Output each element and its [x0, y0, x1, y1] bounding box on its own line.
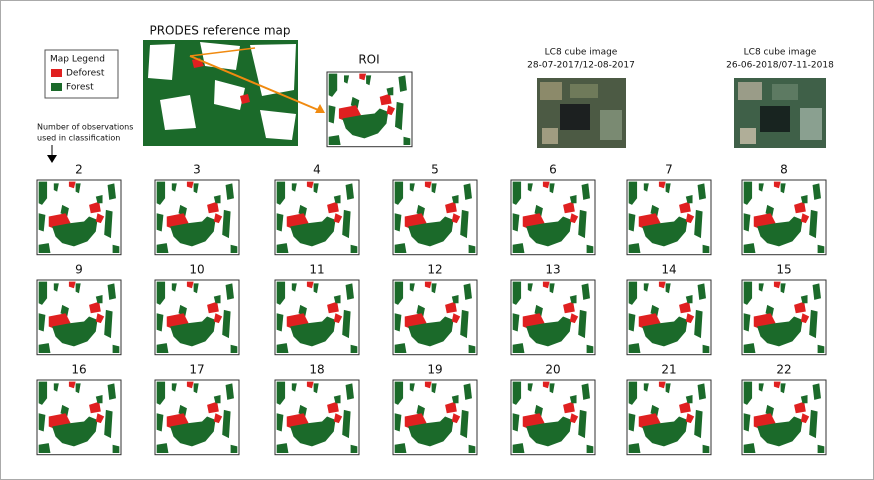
arrow-head — [315, 104, 325, 113]
grid-label: 19 — [427, 363, 442, 377]
classified-map — [741, 179, 827, 256]
grid-label: 11 — [309, 263, 324, 277]
grid-label: 9 — [75, 263, 83, 277]
classified-map — [392, 179, 478, 256]
grid-label: 21 — [661, 363, 676, 377]
classified-map — [741, 379, 827, 456]
classified-map — [626, 379, 712, 456]
classified-map — [274, 279, 360, 356]
grid-label: 2 — [75, 163, 83, 177]
classified-map — [626, 279, 712, 356]
grid-label: 18 — [309, 363, 324, 377]
grid-label: 20 — [545, 363, 560, 377]
legend-item: Deforest — [66, 69, 105, 79]
classified-map — [741, 279, 827, 356]
classified-map — [36, 279, 122, 356]
link-arrow — [189, 47, 256, 57]
grid-label: 17 — [189, 363, 204, 377]
classified-map — [154, 179, 240, 256]
legend-swatch — [51, 69, 62, 77]
classified-map — [36, 379, 122, 456]
classified-map — [36, 179, 122, 256]
satellite-image — [537, 78, 626, 148]
legend-item: Forest — [66, 83, 94, 93]
classified-map — [510, 179, 596, 256]
classified-map — [274, 379, 360, 456]
grid-label: 10 — [189, 263, 204, 277]
note-text: used in classification — [37, 134, 120, 143]
image-title: LC8 cube image — [744, 48, 817, 58]
grid-label: 15 — [776, 263, 791, 277]
grid-label: 12 — [427, 263, 442, 277]
classified-map — [392, 279, 478, 356]
classified-map — [392, 379, 478, 456]
roi-title: ROI — [358, 53, 379, 67]
grid-label: 13 — [545, 263, 560, 277]
classified-map — [154, 279, 240, 356]
legend-title: Map Legend — [50, 55, 105, 65]
roi-map — [326, 71, 413, 148]
grid-label: 4 — [313, 163, 321, 177]
classified-map — [154, 379, 240, 456]
grid-label: 22 — [776, 363, 791, 377]
note-text: Number of observations — [37, 123, 133, 132]
grid-label: 14 — [661, 263, 676, 277]
image-dates: 28-07-2017/12-08-2017 — [527, 61, 635, 71]
grid-label: 16 — [71, 363, 86, 377]
satellite-image — [734, 78, 826, 148]
legend-swatch — [51, 83, 62, 91]
link-arrow — [189, 55, 324, 113]
grid-label: 5 — [431, 163, 439, 177]
grid-label: 6 — [549, 163, 557, 177]
grid-label: 7 — [665, 163, 673, 177]
reference-title: PRODES reference map — [149, 24, 290, 38]
classified-map — [510, 379, 596, 456]
classified-map — [510, 279, 596, 356]
grid-label: 8 — [780, 163, 788, 177]
grid-label: 3 — [193, 163, 201, 177]
note-arrow-head — [47, 155, 57, 163]
image-title: LC8 cube image — [545, 48, 618, 58]
classified-map — [626, 179, 712, 256]
reference-map — [143, 40, 298, 146]
image-dates: 26-06-2018/07-11-2018 — [726, 61, 834, 71]
classified-map — [274, 179, 360, 256]
